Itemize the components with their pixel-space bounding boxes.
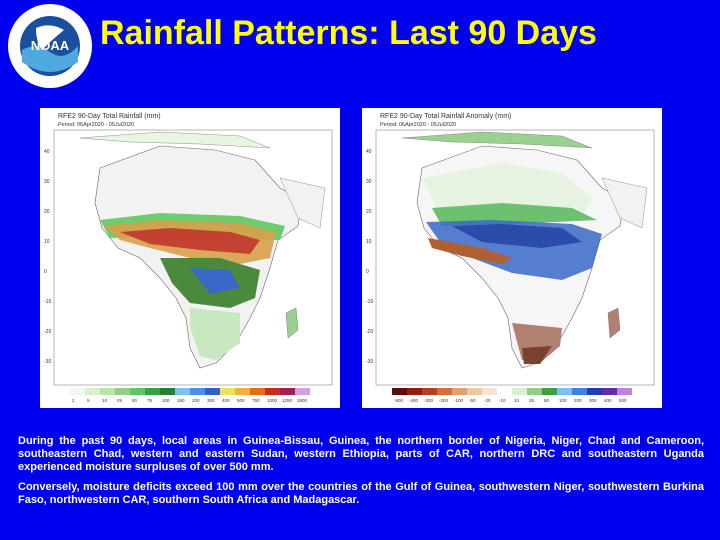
- svg-text:-10: -10: [366, 299, 373, 305]
- svg-text:10: 10: [44, 239, 50, 245]
- legend-tick-label: 300: [589, 398, 597, 403]
- legend-tick-label: -50: [469, 398, 476, 403]
- legend-tick-label: 50: [544, 398, 550, 403]
- surplus-paragraph: During the past 90 days, local areas in …: [18, 435, 704, 473]
- legend-tick-label: 1250: [282, 398, 293, 403]
- svg-text:-20: -20: [44, 329, 51, 335]
- legend-tick-label: 10: [514, 398, 520, 403]
- legend-tick-label: -500: [394, 398, 404, 403]
- legend-tick-label: 400: [222, 398, 230, 403]
- rainfall-anomaly-map: 40 30 20 10 0 -10 -20 -30 RFE2 90-Day Total R…: [362, 108, 662, 408]
- rainfall-anomaly-map-title: RFE2 90-Day Total Rainfall Anomaly (mm): [380, 113, 512, 120]
- legend-tick-label: 1000: [267, 398, 278, 403]
- total-rainfall-map-header: RFE2 90-Day Total Rainfall (mm) Period: …: [58, 112, 161, 130]
- svg-text:0: 0: [44, 269, 47, 275]
- legend-tick-label: 500: [619, 398, 627, 403]
- legend-tick-label: 200: [574, 398, 582, 403]
- legend-tick-label: 2: [72, 398, 75, 403]
- rainfall-anomaly-map-header: RFE2 90-Day Total Rainfall Anomaly (mm) …: [380, 112, 511, 130]
- svg-text:-10: -10: [44, 299, 51, 305]
- legend-tick-label: 25: [117, 398, 123, 403]
- svg-text:30: 30: [366, 179, 372, 185]
- legend-tick-label: -300: [424, 398, 434, 403]
- page-title: Rainfall Patterns: Last 90 Days: [100, 14, 597, 52]
- legend-tick-label: 200: [192, 398, 200, 403]
- svg-text:20: 20: [366, 209, 372, 215]
- legend-tick-label: 75: [147, 398, 153, 403]
- total-rainfall-map: 40 30 20 10 0 -10 -20 -30 RFE2 90-Day Total R…: [40, 108, 340, 408]
- total-rainfall-map-title: RFE2 90-Day Total Rainfall (mm): [58, 113, 161, 120]
- svg-text:40: 40: [44, 149, 50, 155]
- svg-text:0: 0: [366, 269, 369, 275]
- svg-text:-30: -30: [366, 359, 373, 365]
- legend-tick-label: -10: [499, 398, 506, 403]
- legend-tick-label: -400: [409, 398, 419, 403]
- legend-tick-label: 25: [529, 398, 535, 403]
- legend-tick-label: 300: [207, 398, 215, 403]
- total-rainfall-map-period: Period: 06Apr2020 - 05Jul2020: [58, 122, 135, 128]
- noaa-logo-icon: NOAA: [8, 4, 92, 88]
- svg-text:40: 40: [366, 149, 372, 155]
- legend-tick-label: 750: [252, 398, 260, 403]
- legend-tick-label: -25: [484, 398, 491, 403]
- svg-text:20: 20: [44, 209, 50, 215]
- legend-tick-label: 5: [87, 398, 90, 403]
- legend-tick-label: 500: [237, 398, 245, 403]
- legend-tick-label: 400: [604, 398, 612, 403]
- legend-tick-label: 50: [132, 398, 138, 403]
- rainfall-anomaly-map-period: Period: 06Apr2020 - 05Jul2020: [380, 122, 457, 128]
- legend-tick-label: 100: [559, 398, 567, 403]
- deficit-paragraph: Conversely, moisture deficits exceed 100…: [18, 481, 704, 506]
- logo-center-text: NOAA: [31, 38, 70, 53]
- legend-tick-label: 1500: [297, 398, 308, 403]
- legend-tick-label: -100: [454, 398, 464, 403]
- svg-text:-20: -20: [366, 329, 373, 335]
- legend-tick-label: -200: [439, 398, 449, 403]
- svg-text:-30: -30: [44, 359, 51, 365]
- legend-tick-label: 10: [102, 398, 108, 403]
- legend-tick-label: 150: [177, 398, 185, 403]
- legend-tick-label: 100: [162, 398, 170, 403]
- svg-text:10: 10: [366, 239, 372, 245]
- svg-text:30: 30: [44, 179, 50, 185]
